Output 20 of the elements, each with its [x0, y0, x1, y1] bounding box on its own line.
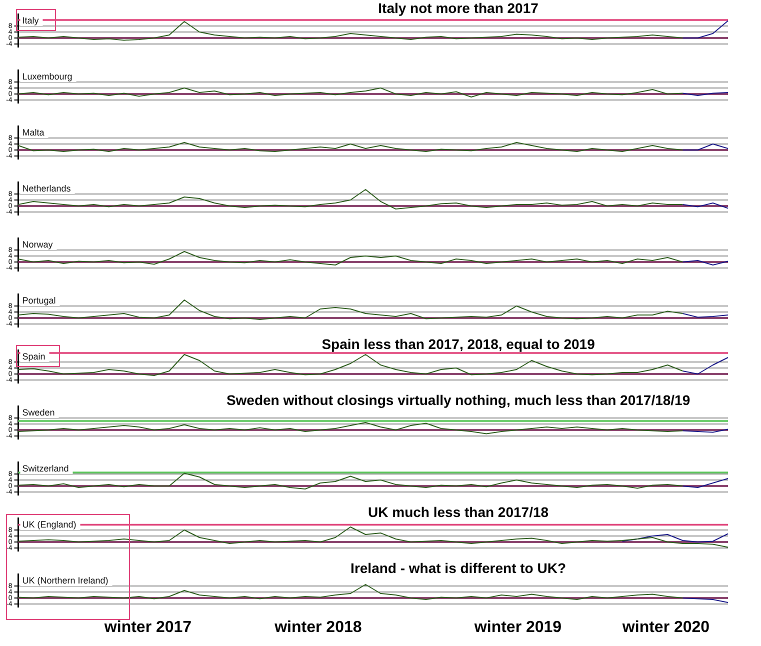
chart-title: Luxembourg: [22, 71, 72, 82]
chart-title: UK (Northern Ireland): [22, 575, 108, 586]
chart-title: UK (England): [22, 519, 76, 530]
annotation: UK much less than 2017/18: [368, 504, 549, 520]
chart-title: Netherlands: [22, 183, 72, 194]
annotation: Italy not more than 2017: [378, 0, 539, 16]
chart-title: Spain: [22, 351, 46, 362]
text: winter 2019: [474, 619, 562, 637]
chart-title: Portugal: [22, 295, 56, 306]
annotation: Ireland - what is different to UK?: [350, 560, 566, 576]
annotation: Spain less than 2017, 2018, equal to 2019: [322, 336, 596, 352]
chart-title: Norway: [22, 239, 54, 250]
text: winter 2020: [622, 619, 710, 637]
annotation: Sweden without closings virtually nothing, much less than 2017/18/19: [226, 392, 690, 408]
chart-title: Italy: [22, 15, 40, 26]
chart-title: Sweden: [22, 407, 55, 418]
text: winter 2017: [104, 619, 192, 637]
text: winter 2018: [274, 619, 362, 637]
chart-title: Malta: [22, 127, 44, 138]
chart-title: Switzerland: [22, 463, 69, 474]
